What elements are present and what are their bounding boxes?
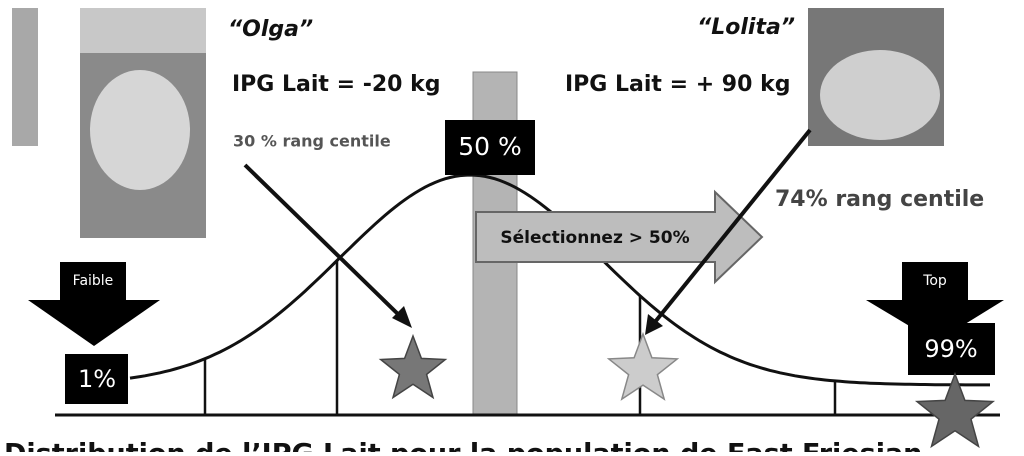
olga-rank: 30 % rang centile [233,132,391,151]
lolita-arrow-head [645,314,663,335]
lolita-arrow [653,128,812,324]
low-box [65,354,128,404]
low-label: Faible [73,273,114,289]
olga-photo-sky [80,8,206,53]
olga-ipg: IPG Lait = -20 kg [232,72,440,97]
lolita-ipg: IPG Lait = + 90 kg [565,72,790,97]
low-arrow [28,262,160,346]
olga-arrow-head [392,306,412,328]
low-percent: 1% [78,365,116,393]
olga-sheep [90,70,190,190]
olga-star [378,333,448,400]
median-label: 50 % [458,132,522,161]
top-box [908,323,995,375]
caption: Distribution de l’IPG Lait pour la popul… [4,439,922,453]
top-label: Top [922,273,947,289]
side-bar [12,8,38,146]
median-box [445,120,535,175]
lolita-rank: 74% rang centile [775,187,984,212]
lolita-name: “Lolita” [697,15,795,40]
select-label: Sélectionnez > 50% [500,228,689,248]
select-arrow [475,189,764,285]
olga-arrow [243,163,404,320]
top-percent: 99% [924,335,977,363]
top-arrow [866,262,1004,342]
olga-name: “Olga” [228,17,313,42]
top-star [914,371,996,449]
lolita-sheep [820,50,940,140]
lolita-star [606,331,680,401]
